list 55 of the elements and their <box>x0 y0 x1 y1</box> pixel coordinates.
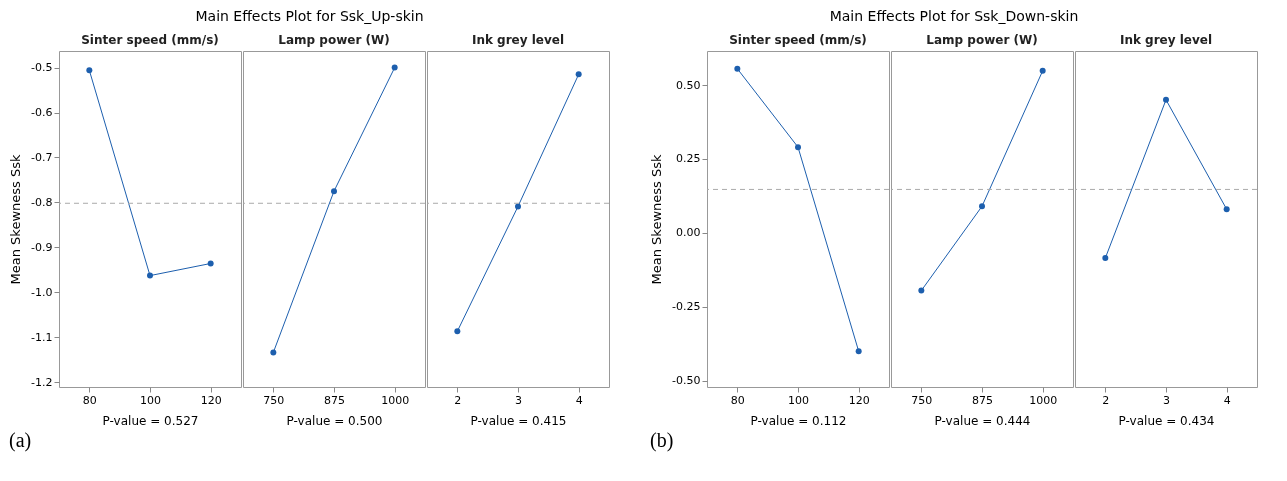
y-tick-label: -0.5 <box>31 61 53 75</box>
x-tick-label: 1000 <box>381 393 410 407</box>
y-tick-label: -1.0 <box>31 285 53 299</box>
text: Main Effects Plot for Ssk_Up-skin <box>195 7 424 24</box>
x-axis-title: P-value = 0.415 <box>470 413 567 428</box>
x-tick-label: 80 <box>730 393 745 407</box>
y-tick-label: -0.9 <box>31 240 53 254</box>
y-tick-label: 0.00 <box>676 226 701 240</box>
point <box>207 260 214 267</box>
y-tick-label: -0.25 <box>672 300 701 314</box>
chart-subtitle: Sinter speed (mm/s) <box>729 33 867 47</box>
x-axis-title: P-value = 0.434 <box>1118 413 1215 428</box>
y-tick-label: -1.1 <box>31 330 53 344</box>
x-tick-label: 2 <box>1102 393 1110 407</box>
x-tick-label: 120 <box>848 393 870 407</box>
x-tick-label: 1000 <box>1029 393 1058 407</box>
y-tick-label: -0.6 <box>31 106 53 120</box>
chart-subtitle: Lamp power (W) <box>278 33 390 47</box>
point <box>855 348 862 355</box>
chart-subtitle: Lamp power (W) <box>926 33 1038 47</box>
point <box>147 272 153 279</box>
x-tick-label: 120 <box>200 393 222 407</box>
x-tick-label: 4 <box>1223 393 1231 407</box>
point <box>86 67 93 74</box>
y-tick-label: -1.2 <box>31 375 53 389</box>
x-tick-label: 3 <box>1163 393 1170 407</box>
text: Main Effects Plot for Ssk_Down-skin <box>829 7 1079 24</box>
point <box>795 144 801 151</box>
chart-subtitle: Sinter speed (mm/s) <box>81 33 219 47</box>
x-tick-label: 3 <box>515 393 522 407</box>
chart-subtitle: Ink grey level <box>1119 33 1213 47</box>
y-tick-label: -0.7 <box>31 150 53 164</box>
text: (b) <box>650 428 674 452</box>
y-tick-label: -0.50 <box>672 374 701 388</box>
x-axis-title: P-value = 0.500 <box>286 413 383 428</box>
x-tick-label: 80 <box>82 393 97 407</box>
y-axis-title: Mean Skewness Ssk <box>649 154 665 285</box>
x-tick-label: 875 <box>972 393 993 407</box>
x-tick-label: 750 <box>911 393 933 407</box>
point <box>734 65 741 72</box>
x-axis-title: P-value = 0.444 <box>934 413 1031 428</box>
y-tick-label: 0.50 <box>676 78 701 92</box>
x-tick-label: 875 <box>324 393 345 407</box>
x-tick-label: 100 <box>140 393 161 407</box>
x-axis-title: P-value = 0.527 <box>102 413 199 428</box>
y-tick-label: 0.25 <box>676 152 701 166</box>
y-tick-label: -0.8 <box>31 195 53 209</box>
text: (a) <box>9 428 32 452</box>
x-tick-label: 2 <box>454 393 462 407</box>
y-axis-title: Mean Skewness Ssk <box>8 154 24 285</box>
chart-subtitle: Ink grey level <box>471 33 565 47</box>
x-tick-label: 750 <box>263 393 285 407</box>
x-tick-label: 100 <box>788 393 809 407</box>
x-axis-title: P-value = 0.112 <box>750 413 847 428</box>
x-tick-label: 4 <box>575 393 583 407</box>
